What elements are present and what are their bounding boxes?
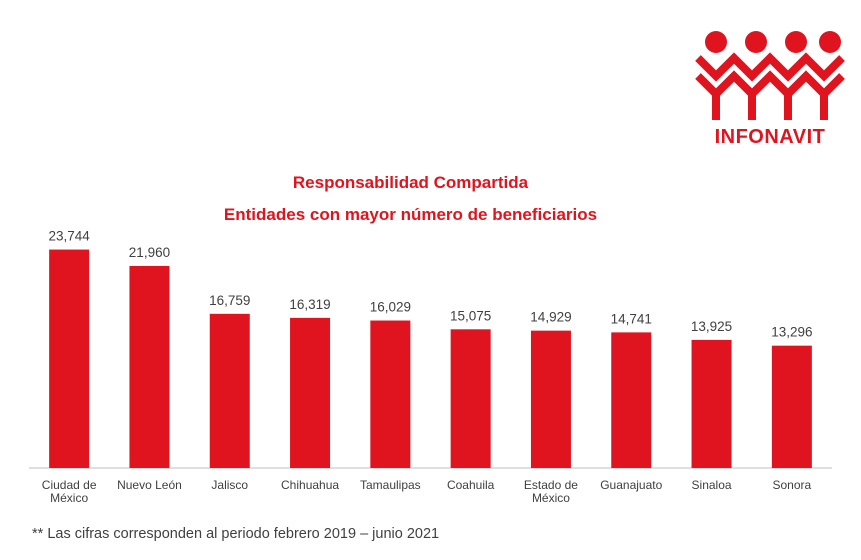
chart-subtitle: Entidades con mayor número de beneficiar…: [223, 205, 598, 224]
data-label: 16,319: [289, 297, 330, 312]
data-label: 14,929: [530, 310, 571, 325]
category-label: Coahuila: [447, 478, 495, 492]
category-label: Estado de México: [524, 478, 578, 505]
bar: [771, 345, 812, 468]
data-label: 13,296: [771, 325, 812, 340]
bar: [290, 317, 331, 468]
bar: [530, 330, 571, 468]
infonavit-logo: INFONAVIT: [694, 28, 846, 150]
data-label: 14,741: [611, 311, 652, 326]
data-label: 16,759: [209, 293, 250, 308]
bar: [129, 265, 170, 468]
data-label: 13,925: [691, 319, 732, 334]
infonavit-logo-icon: [695, 31, 845, 120]
bar: [611, 332, 652, 468]
category-label: Ciudad de México: [42, 478, 97, 505]
data-label: 23,744: [49, 229, 91, 244]
footnote: ** Las cifras corresponden al periodo fe…: [32, 526, 440, 542]
chart-titles: Responsabilidad Compartida Entidades con…: [0, 172, 821, 226]
bar: [691, 339, 732, 468]
category-label: Chihuahua: [281, 478, 339, 492]
category-label: Guanajuato: [600, 478, 662, 492]
data-label: 15,075: [450, 308, 491, 323]
logo-wordmark: INFONAVIT: [714, 126, 826, 148]
bar-chart: 23,744 Ciudad de México 21,960 Nuevo León 16,…: [29, 229, 832, 505]
category-label: Nuevo León: [117, 478, 182, 492]
category-label: Jalisco: [211, 478, 248, 492]
data-label: 16,029: [370, 300, 411, 315]
bar: [370, 320, 411, 468]
data-label: 21,960: [129, 245, 170, 260]
category-label: Tamaulipas: [360, 478, 421, 492]
bar: [450, 329, 491, 468]
bar: [49, 249, 90, 468]
category-label: Sinaloa: [692, 478, 732, 492]
category-label: Sonora: [772, 478, 811, 492]
bar: [209, 313, 250, 468]
chart-title: Responsabilidad Compartida: [292, 173, 529, 192]
